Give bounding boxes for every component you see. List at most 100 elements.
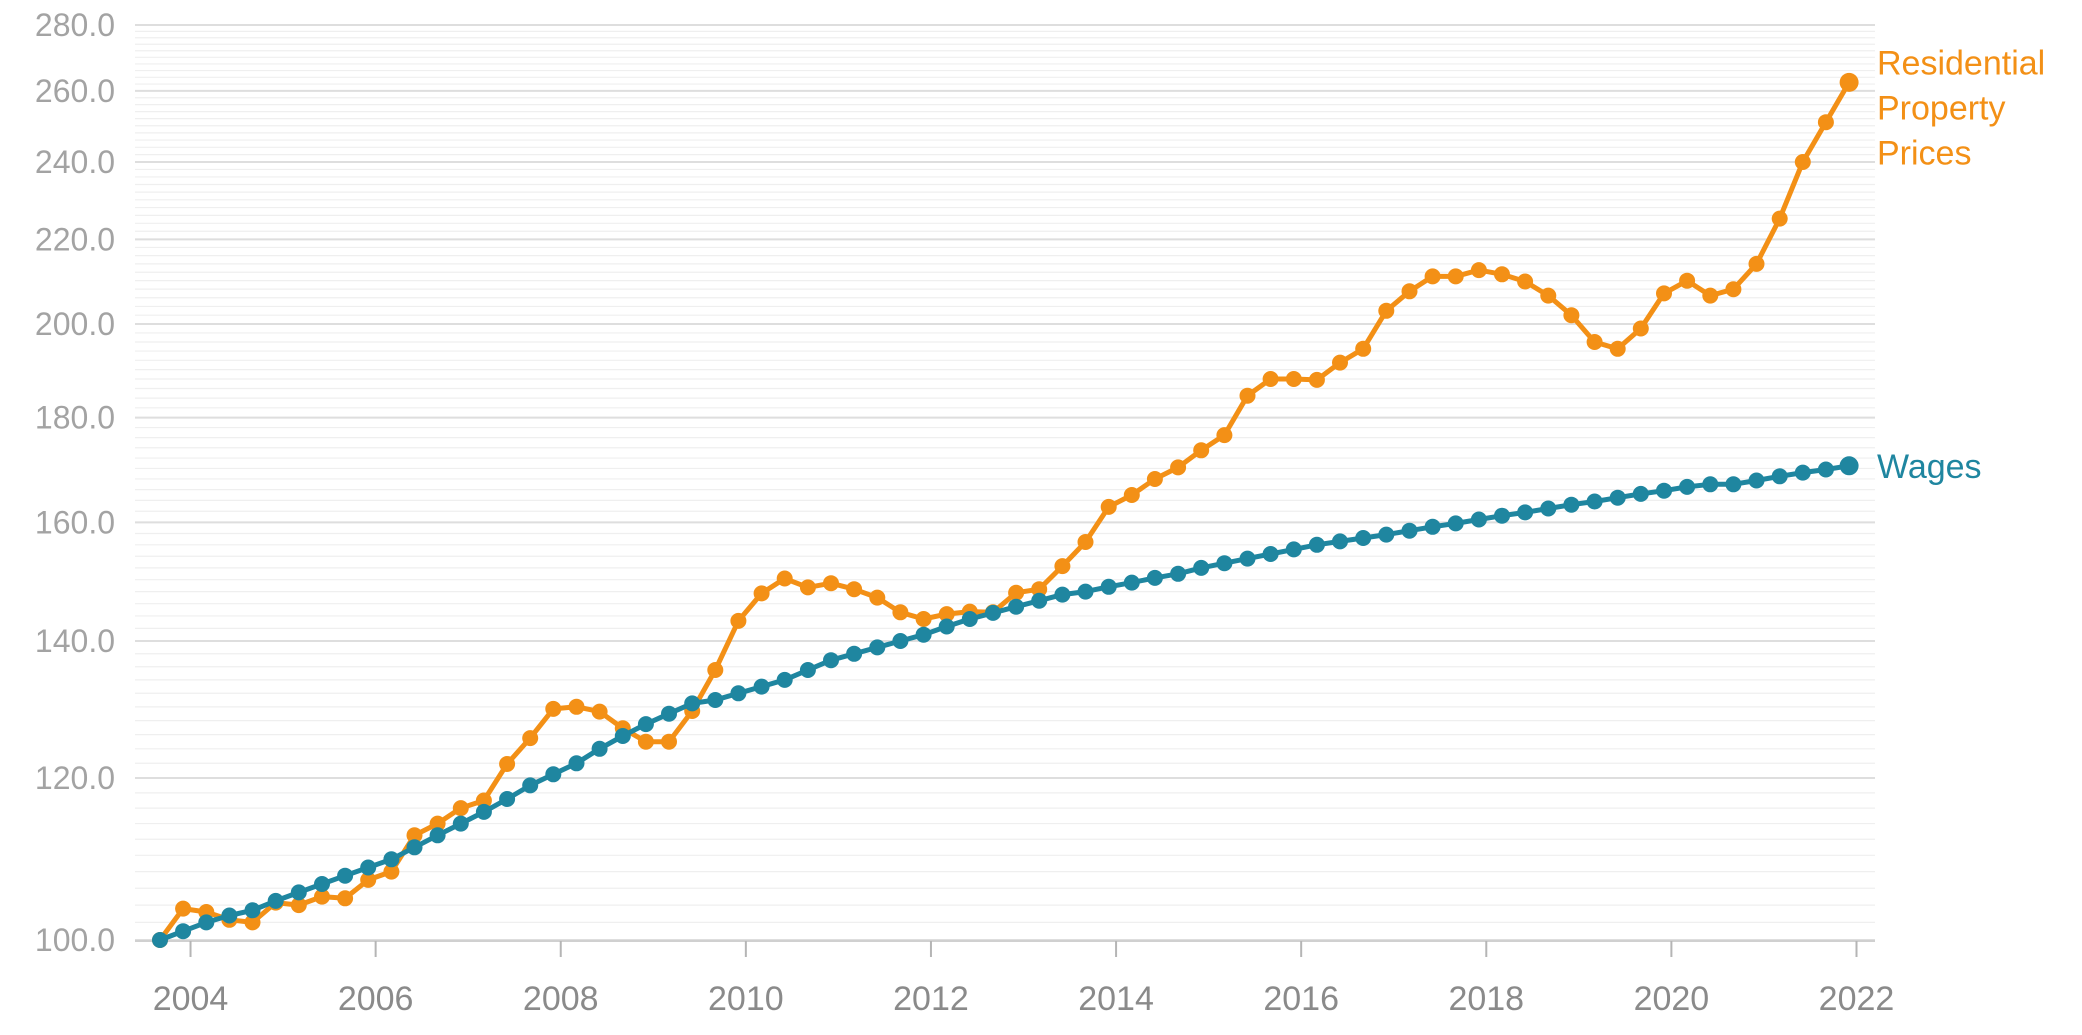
data-point <box>522 777 539 794</box>
data-point <box>1355 340 1372 357</box>
series-label-line: Prices <box>1877 134 1971 172</box>
data-point <box>1054 558 1071 575</box>
data-point <box>1563 307 1580 324</box>
data-point <box>661 705 677 722</box>
data-point <box>1424 518 1441 535</box>
data-point <box>1817 114 1834 131</box>
data-point <box>475 803 492 820</box>
y-tick-label: 240.0 <box>35 144 115 180</box>
data-point <box>568 755 585 772</box>
x-tick-label: 2014 <box>1078 980 1154 1018</box>
data-point <box>1054 586 1071 603</box>
data-point <box>1702 287 1719 304</box>
data-point <box>1216 427 1233 444</box>
data-point <box>1239 550 1256 567</box>
data-point <box>499 791 516 807</box>
data-point <box>475 792 492 809</box>
data-point <box>1170 565 1187 582</box>
data-point <box>383 863 400 880</box>
data-point <box>1748 472 1765 489</box>
data-point <box>1656 285 1672 302</box>
series-residential-property-prices <box>152 72 1859 948</box>
data-point <box>1517 273 1534 290</box>
data-point <box>1285 371 1302 387</box>
data-point <box>661 733 677 750</box>
data-point <box>1401 283 1418 300</box>
data-point <box>1656 482 1672 499</box>
data-point <box>429 827 446 844</box>
data-point <box>1123 487 1140 503</box>
data-point <box>198 914 215 931</box>
series-label-line: Property <box>1877 89 2006 127</box>
data-point <box>1725 281 1742 298</box>
data-point <box>1586 334 1603 350</box>
data-point <box>1378 302 1395 319</box>
data-point <box>684 695 701 712</box>
data-point <box>499 756 516 772</box>
data-point <box>290 884 307 901</box>
data-point <box>1378 526 1395 543</box>
data-point <box>314 876 330 892</box>
data-point <box>869 589 886 606</box>
data-point <box>267 892 284 909</box>
data-point <box>1332 533 1348 550</box>
data-point <box>1355 530 1372 546</box>
data-point <box>568 698 585 715</box>
data-point <box>707 662 724 678</box>
data-point <box>337 867 354 884</box>
grid <box>135 24 1875 941</box>
data-point <box>1794 464 1811 481</box>
data-point <box>637 733 654 750</box>
data-point <box>938 606 955 623</box>
axes: 100.0 120.0 140.0 160.0 180.0 200.0 220.0 240.0… <box>35 7 1894 1018</box>
data-point <box>1794 154 1811 170</box>
data-point <box>1679 272 1696 289</box>
data-point <box>591 740 608 757</box>
y-tick-label: 140.0 <box>35 623 115 659</box>
data-point <box>753 678 770 695</box>
data-point <box>337 890 354 907</box>
x-tick-label: 2004 <box>153 980 229 1018</box>
data-point <box>244 914 261 931</box>
y-tick-label: 280.0 <box>35 7 115 43</box>
data-point <box>1725 476 1742 493</box>
data-point <box>869 639 886 656</box>
data-point <box>938 618 955 635</box>
data-point <box>1031 592 1048 609</box>
data-point <box>1216 555 1233 572</box>
data-point <box>1609 489 1626 506</box>
y-tick-label: 220.0 <box>35 221 115 257</box>
data-point <box>892 604 909 621</box>
data-point <box>1285 541 1302 558</box>
data-point <box>1239 387 1256 404</box>
y-tick-label: 200.0 <box>35 306 115 342</box>
x-tick-label: 2012 <box>893 980 969 1018</box>
data-point <box>1008 584 1025 601</box>
series-line-wages <box>159 463 1850 943</box>
data-point <box>221 907 238 924</box>
y-tick-label: 160.0 <box>35 504 115 540</box>
data-point <box>1424 268 1441 285</box>
x-tick-label: 2018 <box>1448 980 1524 1018</box>
y-tick-label: 260.0 <box>35 73 115 109</box>
data-point <box>429 815 446 832</box>
data-point <box>1401 522 1418 539</box>
data-point <box>1008 598 1025 615</box>
data-point <box>846 645 863 662</box>
data-point <box>175 900 192 917</box>
data-point <box>1262 371 1279 387</box>
data-point <box>360 871 377 888</box>
data-point <box>1748 255 1765 272</box>
data-point <box>846 581 863 598</box>
x-tick-label: 2008 <box>523 980 599 1018</box>
data-point <box>985 604 1001 621</box>
data-point <box>1308 536 1325 553</box>
data-point <box>776 570 793 587</box>
data-point <box>823 575 839 592</box>
data-point <box>1031 581 1048 598</box>
data-point <box>1146 569 1163 586</box>
series-label-residential-property-prices: Residential Property Prices <box>1877 44 2045 172</box>
data-point <box>1470 511 1487 528</box>
data-point <box>776 671 793 688</box>
data-point <box>545 766 562 783</box>
